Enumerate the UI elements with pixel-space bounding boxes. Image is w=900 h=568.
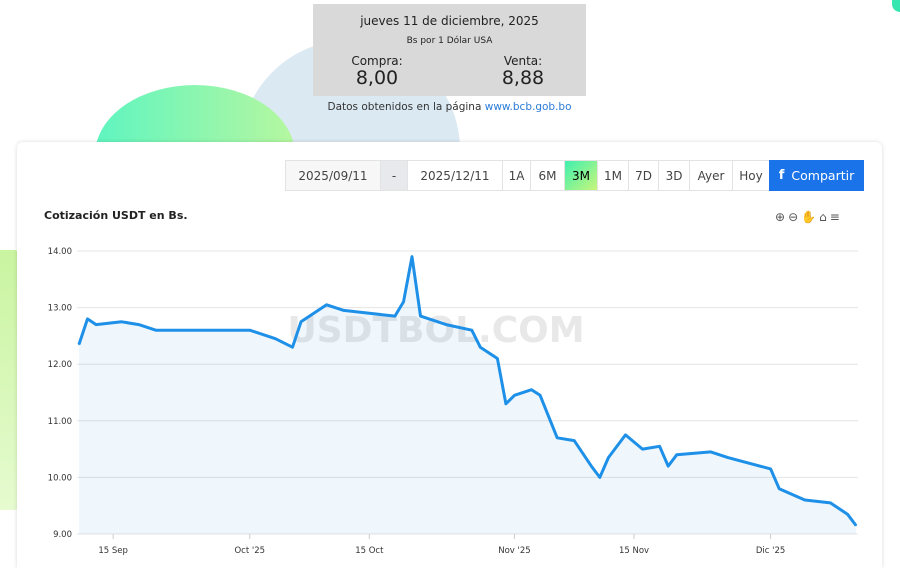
data-point <box>428 318 430 320</box>
data-point <box>513 394 516 397</box>
data-point <box>710 451 712 453</box>
date-from-input[interactable]: 2025/09/11 <box>285 160 381 191</box>
buy-rate: Compra: 8,00 <box>327 54 427 88</box>
data-point <box>539 394 541 397</box>
data-point <box>155 329 157 332</box>
date-separator: - <box>380 160 408 191</box>
data-point <box>505 403 507 405</box>
data-point <box>496 357 499 360</box>
y-tick-label: 13.00 <box>48 304 72 314</box>
menu-icon[interactable]: ≡ <box>829 210 840 224</box>
area-fill <box>79 256 856 534</box>
home-icon[interactable]: ⌂ <box>819 210 827 224</box>
data-point <box>197 329 200 332</box>
data-point <box>667 465 669 467</box>
date-to-input[interactable]: 2025/12/11 <box>407 160 503 191</box>
range-3m-button[interactable]: 3M <box>564 160 598 191</box>
data-point <box>325 303 328 306</box>
data-point <box>120 320 123 323</box>
source-note: Datos obtenidos en la página www.bcb.gob… <box>313 101 586 113</box>
x-tick-label: 15 Oct <box>355 546 384 556</box>
data-point <box>607 456 610 459</box>
chart-title: Cotización USDT en Bs. <box>44 209 188 222</box>
data-point <box>530 388 533 391</box>
sell-label: Venta: <box>503 54 543 68</box>
data-point <box>590 465 593 467</box>
facebook-icon: f <box>778 168 785 183</box>
data-point <box>846 513 849 515</box>
data-point <box>778 487 780 490</box>
source-link[interactable]: www.bcb.gob.bo <box>484 101 572 113</box>
data-point <box>855 524 857 527</box>
data-point <box>411 255 413 258</box>
x-tick-label: Dic '25 <box>756 546 785 556</box>
sell-value: 8,88 <box>501 67 545 89</box>
range-toolbar: 2025/09/11 - 2025/12/11 1A 6M 3M 1M 7D 3… <box>285 160 865 191</box>
rate-subtitle: Bs por 1 Dólar USA <box>406 36 493 46</box>
range-7d-button[interactable]: 7D <box>628 160 659 191</box>
data-point <box>300 320 302 323</box>
y-tick-label: 11.00 <box>48 417 72 427</box>
zoom-in-icon[interactable]: ⊕ <box>775 210 786 224</box>
x-tick-label: Nov '25 <box>498 546 530 556</box>
data-point <box>394 315 396 317</box>
data-point <box>445 323 447 326</box>
data-point <box>402 301 405 303</box>
data-point <box>95 323 97 326</box>
data-point <box>248 329 251 332</box>
y-tick-label: 10.00 <box>48 473 72 483</box>
watermark: USDTBOL.COM <box>287 310 584 351</box>
decor-dot <box>892 0 900 12</box>
data-point <box>419 315 422 317</box>
data-point <box>675 453 678 456</box>
data-point <box>368 312 371 315</box>
pan-hand-icon[interactable]: ✋ <box>801 210 817 224</box>
buy-value: 8,00 <box>355 67 399 89</box>
chart-tools: ⊕ ⊖ ✋ ⌂ ≡ <box>775 210 840 224</box>
data-point <box>641 448 644 450</box>
data-point <box>727 456 729 459</box>
data-point <box>291 346 294 349</box>
x-tick-label: 15 Sep <box>98 546 128 556</box>
data-point <box>829 502 832 504</box>
data-point <box>479 346 482 349</box>
y-tick-label: 14.00 <box>48 247 72 257</box>
data-point <box>624 434 627 436</box>
data-point <box>274 337 277 340</box>
y-tick-label: 12.00 <box>48 360 72 370</box>
rate-date: jueves 11 de diciembre, 2025 <box>360 14 539 28</box>
data-point <box>137 323 140 326</box>
source-text: Datos obtenidos en la página <box>327 101 485 113</box>
data-point <box>470 329 473 332</box>
data-point <box>599 476 601 479</box>
data-point <box>803 499 806 501</box>
sell-rate: Venta: 8,88 <box>473 54 573 88</box>
data-point <box>769 468 772 470</box>
data-point <box>86 318 89 320</box>
share-label: Compartir <box>791 168 855 183</box>
data-point <box>342 309 345 312</box>
range-3d-button[interactable]: 3D <box>658 160 690 191</box>
data-point <box>658 445 661 448</box>
chart-card <box>17 142 882 568</box>
rate-box: jueves 11 de diciembre, 2025 Bs por 1 Dó… <box>313 4 586 96</box>
data-point <box>78 343 80 346</box>
buy-label: Compra: <box>351 54 403 68</box>
x-tick-label: 15 Nov <box>619 546 649 556</box>
range-hoy-button[interactable]: Hoy <box>732 160 770 191</box>
zoom-out-icon[interactable]: ⊖ <box>788 210 799 224</box>
x-tick-label: Oct '25 <box>234 546 265 556</box>
data-point <box>573 439 576 442</box>
share-button[interactable]: f Compartir <box>769 160 864 191</box>
data-point <box>556 436 558 439</box>
y-tick-label: 9.00 <box>53 530 72 540</box>
